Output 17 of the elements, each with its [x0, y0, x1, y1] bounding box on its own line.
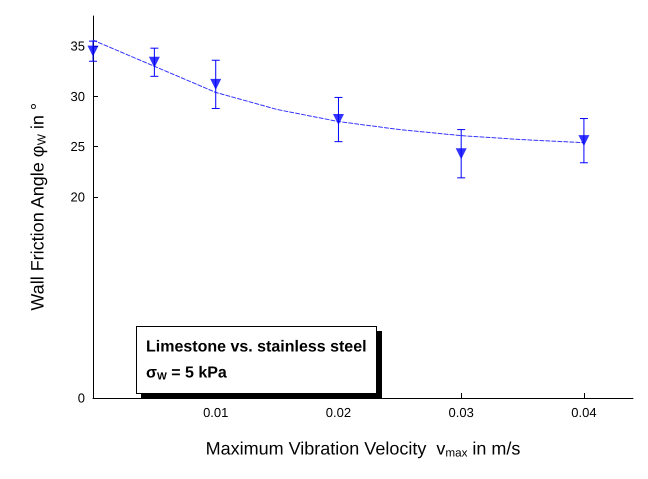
y-tick-label: 20 — [70, 189, 85, 204]
y-axis-title: Wall Friction Angle φW in ° — [28, 102, 48, 311]
y-tick-label: 35 — [70, 38, 85, 54]
point — [456, 148, 467, 160]
x-tick-label: 0.01 — [203, 405, 228, 420]
point — [148, 56, 160, 68]
point — [210, 78, 222, 90]
point — [332, 114, 344, 126]
x-tick-label: 0.03 — [448, 405, 474, 420]
x-tick-label: 0.04 — [571, 405, 597, 420]
x-tick-label: 0.02 — [326, 405, 352, 420]
point — [578, 135, 590, 146]
y-tick-label: 25 — [70, 139, 85, 154]
y-tick-label: 0 — [78, 390, 85, 406]
annotation: Limestone vs. stainless steel — [146, 338, 367, 356]
y-tick-label: 30 — [70, 88, 85, 104]
point — [88, 46, 98, 57]
